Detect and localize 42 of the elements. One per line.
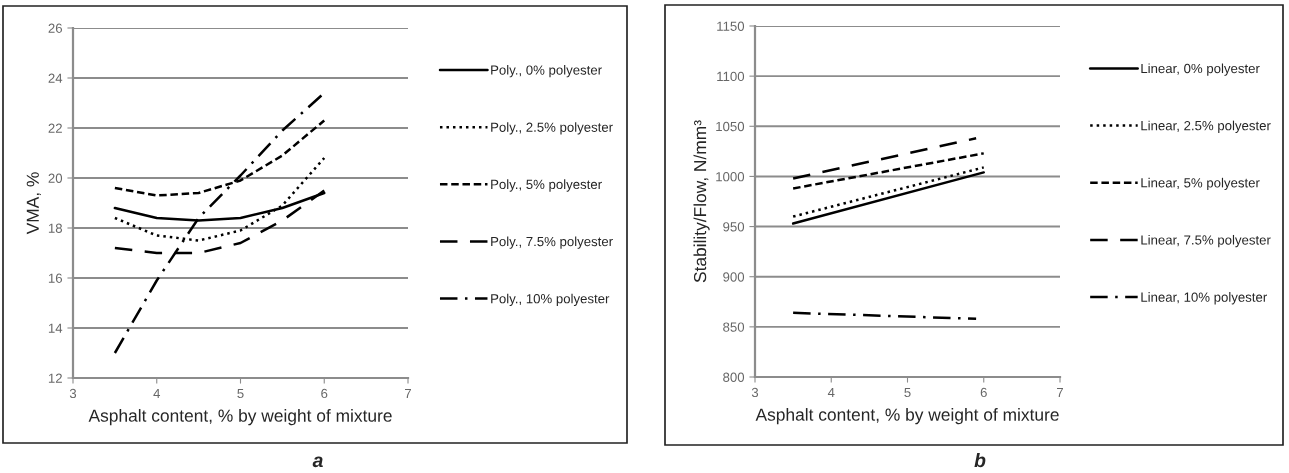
y-tick-label: 1100 xyxy=(717,71,745,82)
y-tick-label: 850 xyxy=(723,322,745,332)
legend-label: Poly., 5% polyester xyxy=(491,179,602,192)
y-tick-label: 1150 xyxy=(717,21,745,31)
x-tick-label: 7 xyxy=(405,388,412,398)
y-tick-label: 800 xyxy=(723,372,745,382)
y-axis-title: Stability/Flow, N/mm³ xyxy=(693,120,710,283)
x-tick-label: 3 xyxy=(69,388,77,399)
text: b xyxy=(974,452,986,468)
y-tick-label: 24 xyxy=(48,73,63,83)
y-tick-label: 14 xyxy=(48,323,63,333)
x-tick-label: 5 xyxy=(237,388,244,399)
x-tick-label: 3 xyxy=(751,387,759,398)
y-tick-label: 1000 xyxy=(716,172,745,182)
y-axis-title: VMA, % xyxy=(26,172,41,235)
x-tick-label: 6 xyxy=(321,388,328,399)
y-tick-label: 900 xyxy=(723,272,745,282)
x-tick-label: 4 xyxy=(153,388,161,398)
x-tick-label: 7 xyxy=(1057,387,1064,397)
legend-label: Poly., 2.5% polyester xyxy=(491,122,613,135)
legend-label: Poly., 7.5% polyester xyxy=(491,236,613,249)
y-tick-label: 1050 xyxy=(716,121,745,132)
y-tick-label: 20 xyxy=(48,173,63,183)
y-tick-label: 16 xyxy=(48,273,62,283)
legend-label: Linear, 0% polyester xyxy=(1141,63,1260,76)
y-tick-label: 950 xyxy=(723,222,745,232)
legend-label: Poly., 10% polyester xyxy=(491,293,610,306)
legend-label: Linear, 2.5% polyester xyxy=(1141,120,1271,133)
x-axis-title: Asphalt content, % by weight of mixture xyxy=(755,408,1059,425)
x-tick-label: 6 xyxy=(980,387,987,398)
y-tick-label: 18 xyxy=(48,223,63,233)
text: a xyxy=(312,456,323,468)
y-tick-label: 22 xyxy=(48,123,62,133)
x-tick-label: 4 xyxy=(827,387,835,397)
legend-label: Linear, 10% polyester xyxy=(1141,292,1267,305)
legend-label: Poly., 0% polyester xyxy=(491,65,602,78)
y-tick-label: 26 xyxy=(48,23,62,33)
legend-label: Linear, 7.5% polyester xyxy=(1141,234,1271,248)
x-axis-title: Asphalt content, % by weight of mixture xyxy=(88,409,392,426)
legend-label: Linear, 5% polyester xyxy=(1141,177,1260,191)
x-tick-label: 5 xyxy=(904,387,911,398)
y-tick-label: 12 xyxy=(48,373,62,383)
